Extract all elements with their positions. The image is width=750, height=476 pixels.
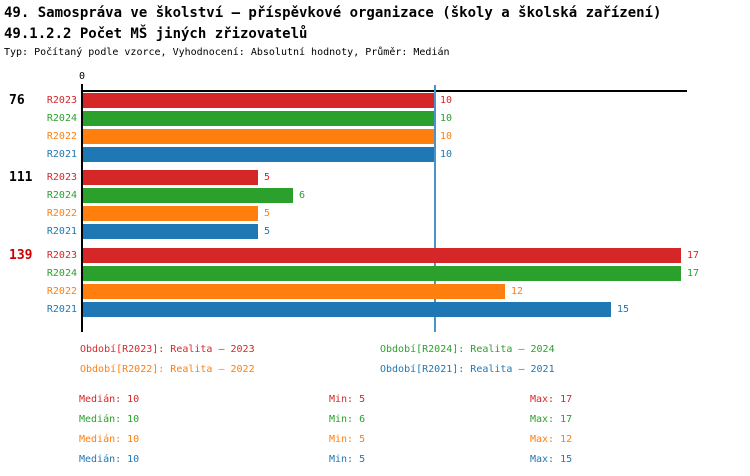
bar-r2021-group-76 xyxy=(83,147,434,162)
bar-value-label: 17 xyxy=(687,250,700,261)
median-reference-line xyxy=(434,85,436,332)
bar-value-label: 10 xyxy=(440,113,453,124)
stat-median: Medián: 10 xyxy=(79,414,140,425)
stat-min: Min: 5 xyxy=(329,454,366,465)
bar-value-label: 10 xyxy=(440,149,453,160)
group-label-139: 139 xyxy=(9,248,33,263)
bar-value-label: 10 xyxy=(440,131,453,142)
legend-item-r2022: Období[R2022]: Realita – 2022 xyxy=(80,364,255,375)
series-row-label-r2024: R2024 xyxy=(46,113,77,124)
bar-r2023-group-76 xyxy=(83,93,434,108)
bar-value-label: 6 xyxy=(299,190,306,201)
stat-min: Min: 5 xyxy=(329,434,366,445)
stat-median: Medián: 10 xyxy=(79,394,140,405)
stats-row-r2021: Medián: 10 Min: 5 Max: 15 xyxy=(0,454,750,474)
bar-r2022-group-76 xyxy=(83,129,434,144)
stats-row-r2023: Medián: 10 Min: 5 Max: 17 xyxy=(0,394,750,414)
legend-item-r2024: Období[R2024]: Realita – 2024 xyxy=(380,344,555,355)
bar-r2021-group-111 xyxy=(83,224,258,239)
series-row-label-r2024: R2024 xyxy=(46,268,77,279)
bar-value-label: 5 xyxy=(264,172,271,183)
bar-r2022-group-139 xyxy=(83,284,505,299)
bar-value-label: 5 xyxy=(264,208,271,219)
x-axis-zero-label: 0 xyxy=(78,71,86,82)
stat-max: Max: 17 xyxy=(530,414,573,425)
stats-row-r2022: Medián: 10 Min: 5 Max: 12 xyxy=(0,434,750,454)
bar-r2023-group-139 xyxy=(83,248,681,263)
bar-r2024-group-139 xyxy=(83,266,681,281)
legend-item-r2021: Období[R2021]: Realita – 2021 xyxy=(380,364,555,375)
series-row-label-r2023: R2023 xyxy=(46,250,77,261)
stat-min: Min: 5 xyxy=(329,394,366,405)
series-row-label-r2023: R2023 xyxy=(46,172,77,183)
series-row-label-r2024: R2024 xyxy=(46,190,77,201)
bar-r2024-group-111 xyxy=(83,188,293,203)
legend: Období[R2023]: Realita – 2023 Období[R20… xyxy=(80,343,555,376)
series-row-label-r2021: R2021 xyxy=(46,304,77,315)
group-label-76: 76 xyxy=(9,93,25,108)
series-row-label-r2023: R2023 xyxy=(46,95,77,106)
series-row-label-r2022: R2022 xyxy=(46,286,77,297)
bar-r2023-group-111 xyxy=(83,170,258,185)
series-row-label-r2021: R2021 xyxy=(46,226,77,237)
stat-min: Min: 6 xyxy=(329,414,366,425)
stats-panel: Medián: 10 Min: 5 Max: 17 Medián: 10 Min… xyxy=(0,394,750,474)
series-row-label-r2022: R2022 xyxy=(46,208,77,219)
bar-r2021-group-139 xyxy=(83,302,611,317)
series-row-label-r2021: R2021 xyxy=(46,149,77,160)
bar-r2022-group-111 xyxy=(83,206,258,221)
group-label-111: 111 xyxy=(9,170,33,185)
stat-median: Medián: 10 xyxy=(79,434,140,445)
stats-row-r2024: Medián: 10 Min: 6 Max: 17 xyxy=(0,414,750,434)
bar-value-label: 5 xyxy=(264,226,271,237)
y-axis-line xyxy=(81,90,83,332)
indicator-meta: Typ: Počítaný podle vzorce, Vyhodnocení:… xyxy=(4,47,450,58)
page-title: 49. Samospráva ve školství – příspěvkové… xyxy=(4,5,662,21)
bar-value-label: 10 xyxy=(440,95,453,106)
series-row-label-r2022: R2022 xyxy=(46,131,77,142)
stat-max: Max: 17 xyxy=(530,394,573,405)
bar-value-label: 12 xyxy=(511,286,524,297)
indicator-subtitle: 49.1.2.2 Počet MŠ jiných zřizovatelů xyxy=(4,26,308,42)
stat-max: Max: 15 xyxy=(530,454,573,465)
stat-median: Medián: 10 xyxy=(79,454,140,465)
stat-max: Max: 12 xyxy=(530,434,573,445)
x-axis-tick xyxy=(81,84,83,95)
bar-value-label: 15 xyxy=(617,304,630,315)
legend-item-r2023: Období[R2023]: Realita – 2023 xyxy=(80,344,255,355)
x-axis-line xyxy=(81,90,687,92)
bar-r2024-group-76 xyxy=(83,111,434,126)
bar-value-label: 17 xyxy=(687,268,700,279)
